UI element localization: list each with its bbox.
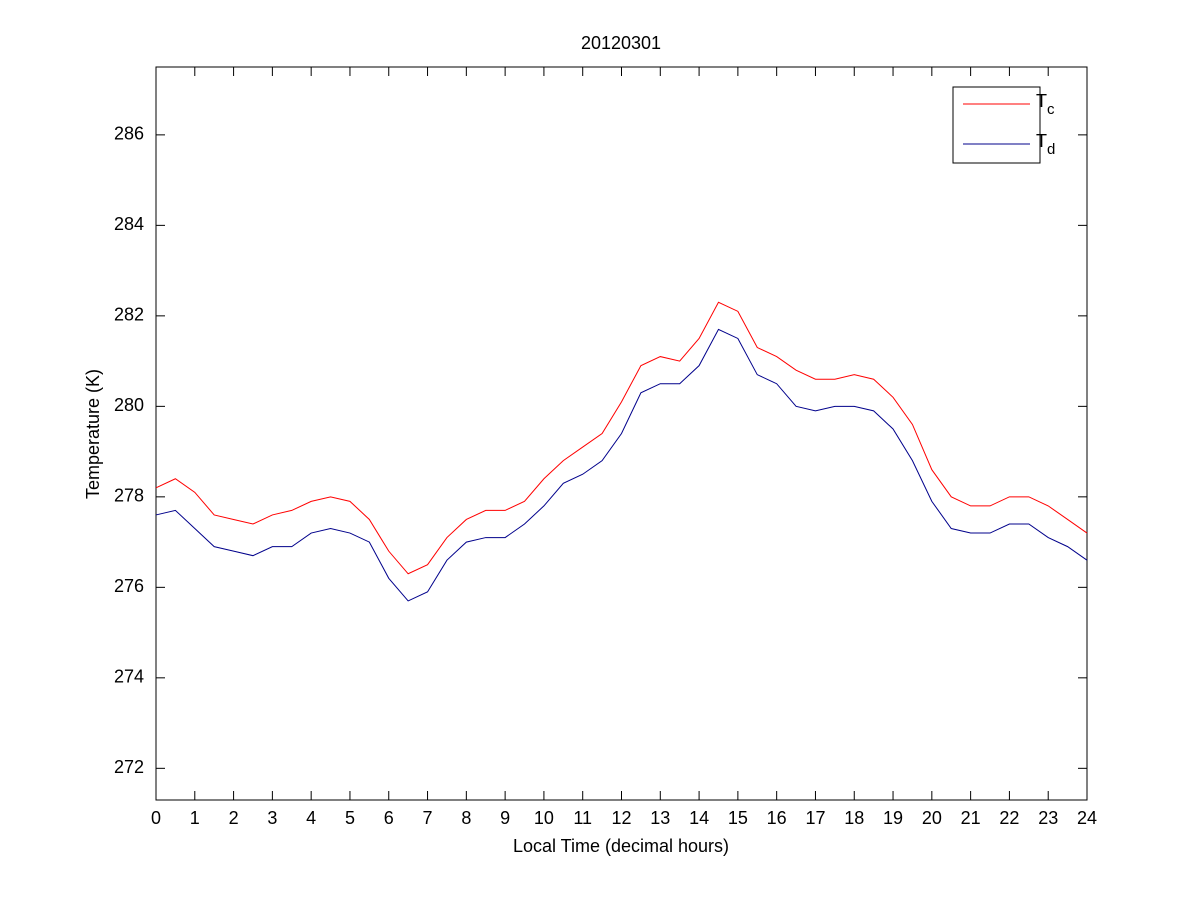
y-tick-label: 274 xyxy=(114,667,144,687)
y-tick-label: 280 xyxy=(114,395,144,415)
x-tick-label: 12 xyxy=(611,808,631,828)
x-tick-label: 11 xyxy=(573,808,592,828)
data-line xyxy=(155,301,1088,575)
x-tick-label: 0 xyxy=(151,808,161,828)
x-tick-label: 4 xyxy=(306,808,316,828)
y-axis-label: Temperature (K) xyxy=(83,369,103,499)
legend-label: Td xyxy=(1036,131,1055,158)
x-tick-label: 22 xyxy=(999,808,1019,828)
x-tick-label: 20 xyxy=(922,808,942,828)
y-tick-label: 278 xyxy=(114,486,144,506)
x-tick-label: 2 xyxy=(229,808,239,828)
x-tick-label: 18 xyxy=(844,808,864,828)
x-tick-label: 6 xyxy=(384,808,394,828)
x-tick-label: 15 xyxy=(728,808,748,828)
x-axis-label: Local Time (decimal hours) xyxy=(513,836,729,856)
x-tick-label: 3 xyxy=(267,808,277,828)
x-tick-label: 19 xyxy=(883,808,903,828)
y-tick-label: 272 xyxy=(114,757,144,777)
x-tick-label: 23 xyxy=(1038,808,1058,828)
y-tick-label: 282 xyxy=(114,305,144,325)
x-tick-label: 5 xyxy=(345,808,355,828)
x-tick-label: 13 xyxy=(650,808,670,828)
chart-title: 20120301 xyxy=(581,33,661,53)
data-line xyxy=(155,328,1088,602)
legend-box xyxy=(952,86,1041,164)
x-tick-label: 21 xyxy=(961,808,981,828)
x-tick-label: 24 xyxy=(1077,808,1097,828)
x-tick-label: 14 xyxy=(689,808,709,828)
x-tick-label: 1 xyxy=(190,808,200,828)
y-tick-label: 286 xyxy=(114,124,144,144)
x-tick-label: 17 xyxy=(805,808,825,828)
x-tick-label: 7 xyxy=(423,808,433,828)
legend-label: Tc xyxy=(1036,91,1055,118)
x-tick-label: 9 xyxy=(500,808,510,828)
x-tick-label: 8 xyxy=(461,808,471,828)
x-tick-label: 10 xyxy=(534,808,554,828)
x-tick-label: 16 xyxy=(767,808,787,828)
y-tick-label: 276 xyxy=(114,576,144,596)
y-tick-label: 284 xyxy=(114,214,144,234)
